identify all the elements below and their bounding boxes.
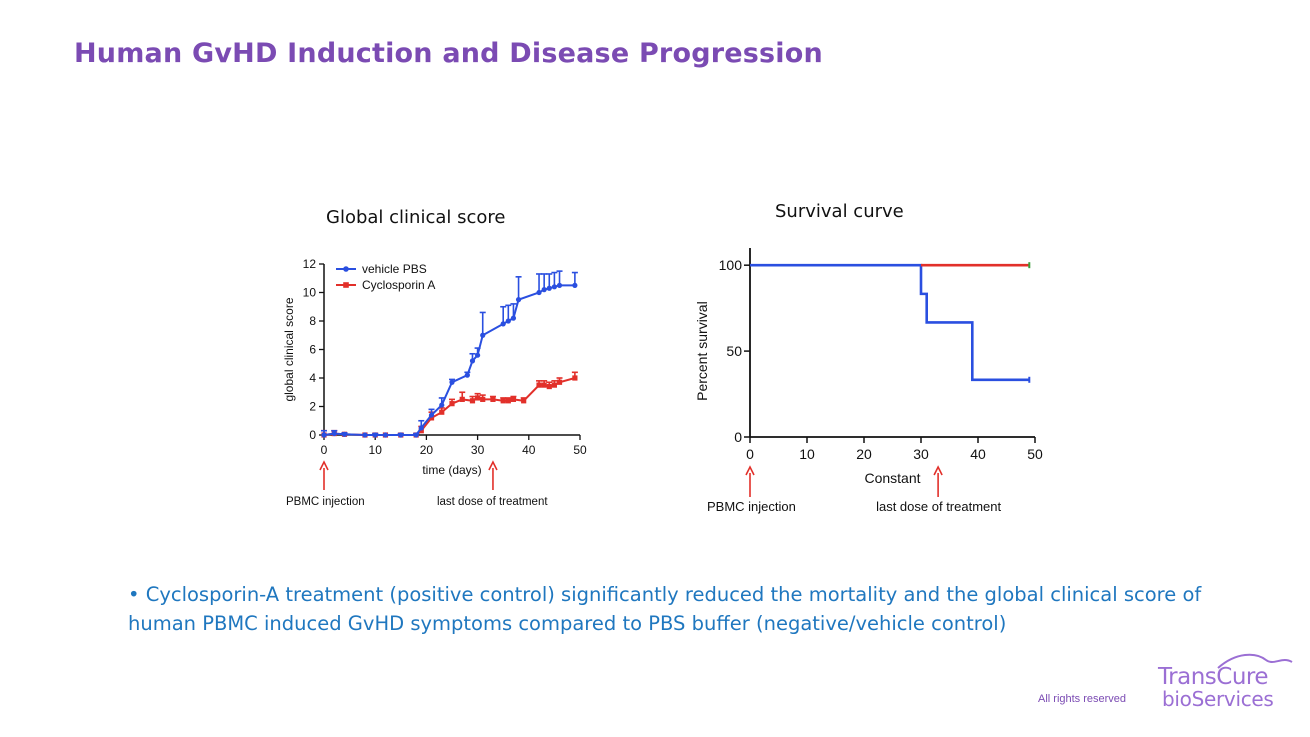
data-point [510,396,517,402]
x-tick-label: 40 [970,446,986,462]
data-point [428,412,435,418]
x-axis-label: Constant [864,470,920,486]
data-point [572,282,578,288]
summary-bullet: • Cyclosporin-A treatment (positive cont… [128,583,1202,635]
data-point [464,372,470,378]
data-point [418,425,424,431]
survival-chart-title: Survival curve [775,201,904,222]
data-point [449,401,455,407]
x-tick-label: 20 [856,446,872,462]
data-point [556,379,563,385]
y-tick-label: 100 [719,257,743,273]
clinical-score-chart-title: Global clinical score [326,207,506,228]
x-tick-label: 10 [369,443,383,457]
logo-text-line2: bioServices [1162,687,1274,711]
y-tick-label: 8 [309,314,316,328]
x-axis-label: time (days) [422,463,481,477]
y-tick-label: 6 [309,343,316,357]
legend-marker [343,266,349,272]
y-axis-label: global clinical score [282,297,296,401]
data-point [551,284,557,290]
y-tick-label: 12 [303,257,317,271]
footer-rights: All rights reserved [1038,693,1127,705]
clinical-score-chart: 0 2 4 6 8 10 12 0 10 20 30 40 50 time (days) global cl… [282,257,587,508]
x-tick-label: 0 [321,443,328,457]
data-point [382,432,389,438]
data-point [321,432,327,438]
data-point [490,396,496,402]
data-point [546,285,552,291]
logo-swoosh-icon [1217,653,1293,669]
y-tick-label: 50 [726,343,742,359]
transcure-logo: TransCure bioServices [1156,650,1296,711]
data-point [541,382,547,388]
data-point [536,289,542,296]
data-point [541,287,547,293]
annotation-label: PBMC injection [286,496,365,508]
data-point [536,382,542,388]
annotation-label: PBMC injection [707,499,796,514]
annotation-label: last dose of treatment [437,496,548,508]
data-point [480,396,486,402]
data-point [572,375,578,381]
x-tick-label: 10 [799,446,815,462]
legend-label: vehicle PBS [362,262,427,276]
data-point [556,282,563,288]
y-tick-label: 2 [309,400,316,414]
data-point [505,318,511,324]
data-point [413,432,419,438]
annotation-arrow-icon [488,460,498,471]
x-tick-label: 40 [522,443,536,457]
y-tick-label: 4 [309,371,316,385]
x-tick-label: 0 [746,446,754,462]
data-point [331,430,337,437]
data-point [418,428,424,434]
annotation-arrow-icon [319,460,329,471]
survival-chart: 0 50 100 0 10 20 30 40 50 Constant Percent surviva… [694,248,1043,514]
data-point [439,409,445,415]
data-point [475,395,481,401]
data-point [500,321,506,327]
series-line-vehicle [323,284,575,436]
x-tick-label: 20 [420,443,434,457]
data-point [521,398,527,404]
slide-title: Human GvHD Induction and Disease Progres… [74,38,823,69]
data-point [449,379,455,385]
annotation-arrow-icon [745,465,755,476]
data-point [362,432,368,438]
x-tick-label: 50 [573,443,587,457]
data-point [469,398,476,404]
data-point [480,332,486,338]
data-point [459,396,465,402]
data-point [398,432,404,438]
y-tick-label: 10 [303,286,317,300]
data-point [500,398,506,404]
annotation-arrow-icon [933,465,943,476]
x-tick-label: 30 [471,443,485,457]
x-tick-label: 50 [1027,446,1043,462]
y-tick-label: 0 [734,429,742,445]
data-point [510,315,517,321]
legend-marker [343,282,349,288]
y-axis-label: Percent survival [694,301,710,401]
survival-line-vehicle [750,263,1030,382]
data-point [551,382,557,388]
y-tick-label: 0 [309,428,316,442]
annotation-label: last dose of treatment [876,499,1001,514]
logo-text-line1: TransCure [1158,664,1269,690]
data-point [469,358,476,364]
x-tick-label: 30 [913,446,929,462]
data-point [505,398,511,404]
legend-label: Cyclosporin A [362,278,435,292]
data-point [341,431,348,437]
data-point [428,415,435,421]
data-point [372,432,378,438]
data-point [546,383,552,390]
data-point [475,352,481,358]
data-point [515,297,522,303]
data-point [439,402,445,408]
